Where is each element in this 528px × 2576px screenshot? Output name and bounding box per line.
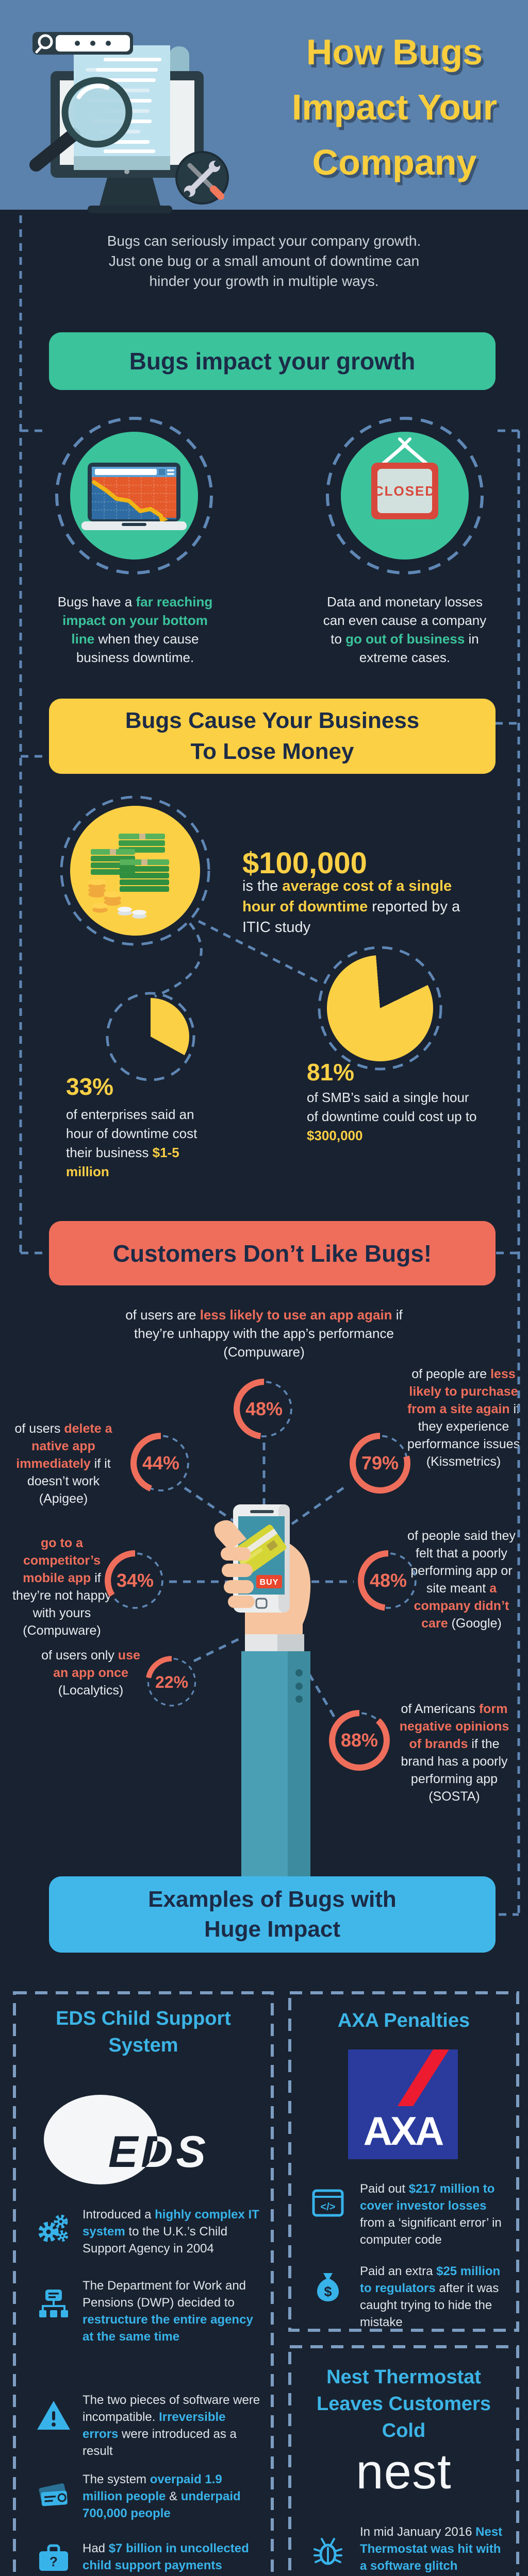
axa-logo: AXA [348, 2049, 458, 2159]
growth-card-text-out-of-business: Data and monetary losses can even cause … [323, 594, 487, 665]
cheques-icon [39, 2483, 68, 2506]
svg-text:</>: </> [321, 2201, 336, 2213]
intro-line: hinder your growth in multiple ways. [149, 273, 379, 289]
stat-ring-delete-app: 44% [127, 1430, 194, 1497]
svg-text:AXA: AXA [364, 2108, 443, 2154]
stat-ring-use-again: 48% [230, 1376, 298, 1443]
banner-text-line: Huge Impact [204, 1917, 341, 1942]
page-title-line: How Bugs [306, 32, 483, 72]
downtime-cost-amount: $100,000 [242, 846, 367, 880]
tools-badge-icon [175, 151, 229, 205]
page-title: How Bugs Impact Your Company [268, 25, 521, 190]
banner-examples-huge-impact: Examples of Bugs with Huge Impact [49, 1876, 496, 1953]
gears-icon [38, 2214, 68, 2242]
eds-item-dwp-restructure: The Department for Work and Pensions (DW… [82, 2279, 253, 2344]
eds-title-line: EDS Child Support [56, 2008, 231, 2029]
stat-percent: 88% [340, 1730, 378, 1751]
intro-line: Bugs can seriously impact your company g… [107, 233, 421, 249]
stat-percent: 48% [245, 1398, 283, 1419]
svg-text:EDS: EDS [108, 2127, 209, 2177]
svg-text:$: $ [324, 2284, 332, 2299]
briefcase-question-icon: ? [39, 2544, 68, 2571]
nest-item-software-glitch: In mid January 2016 Nest Thermostat was … [360, 2525, 503, 2573]
pie-33-text: of enterprises said an hour of downtime … [66, 1107, 197, 1179]
stat-ring-company-didnt-care: 48% [355, 1547, 422, 1614]
hero-header: How Bugs Impact Your Company [0, 0, 528, 213]
pie-chart-81-percent [327, 955, 433, 1061]
banner-lose-money: Bugs Cause Your Business To Lose Money [49, 699, 496, 774]
bug-icon [314, 2538, 342, 2565]
banner-text: Customers Don’t Like Bugs! [112, 1240, 432, 1267]
eds-item-uncollected-payments: Had $7 billion in uncollected child supp… [82, 2541, 249, 2572]
banner-bugs-impact-growth: Bugs impact your growth [49, 332, 496, 390]
stat-text-negative-opinions: of Americans form negative opinions of b… [399, 1702, 509, 1804]
stat-ring-use-once: 22% [143, 1653, 201, 1711]
stat-ring-purchase-again: 79% [346, 1430, 414, 1497]
eds-box-title: EDS Child Support System [25, 2005, 262, 2059]
money-bag-icon: $ [317, 2273, 339, 2301]
nest-title-line: Leaves Customers [317, 2393, 491, 2415]
buy-button: BUY [256, 1575, 282, 1588]
magnifier-icon [29, 77, 133, 172]
eds-logo: EDS EDS [44, 2095, 209, 2184]
stat-percent: 22% [155, 1672, 189, 1691]
closed-sign-text: CLOSED [374, 483, 436, 499]
eds-item-irreversible-errors: The two pieces of software were incompat… [82, 2393, 260, 2458]
monitor-magnifier-illustration [29, 32, 229, 213]
downtime-cost-text: is the average cost of a single hour of … [242, 878, 460, 936]
page-title-line: Impact Your [291, 87, 498, 127]
banner-text-line: Examples of Bugs with [148, 1887, 397, 1912]
eds-item-overpaid-underpaid: The system overpaid 1.9 million people &… [82, 2472, 241, 2520]
nest-logo: nest [356, 2444, 452, 2499]
stat-percent: 48% [369, 1570, 407, 1591]
stat-text-competitor-app: go to a competitor’s mobile app if they’… [12, 1536, 111, 1638]
stat-text-delete-app: of users delete a native app immediately… [14, 1421, 112, 1506]
hand-holding-phone-illustration: BUY [214, 1504, 311, 1883]
stat-percent: 44% [142, 1452, 180, 1473]
stat-text-use-once: of users only use an app once (Localytic… [41, 1648, 140, 1698]
org-chart-icon [39, 2290, 68, 2317]
svg-text:BUY: BUY [260, 1578, 279, 1587]
axa-box-title: AXA Penalties [300, 2007, 507, 2034]
pie-81-label: 81% [307, 1059, 355, 1086]
laptop-declining-chart-icon [55, 417, 213, 574]
axa-item-investor-losses: Paid out $217 million to cover investor … [360, 2182, 502, 2247]
nest-title-line: Cold [382, 2420, 426, 2442]
banner-text-line: To Lose Money [190, 739, 354, 764]
banner-text: Bugs impact your growth [129, 348, 416, 375]
warning-icon [37, 2401, 70, 2430]
stat-percent: 79% [361, 1452, 399, 1473]
eds-item-complex-it-system: Introduced a highly complex IT system to… [82, 2208, 259, 2256]
page-title-line: Company [312, 142, 477, 182]
svg-text:?: ? [50, 2554, 58, 2569]
nest-box-title: Nest Thermostat Leaves Customers Cold [300, 2364, 507, 2444]
pie-chart-33-percent [112, 998, 189, 1075]
banner-text-line: Bugs Cause Your Business [125, 708, 420, 733]
pie-81-text: of SMB’s said a single hour of downtime … [307, 1090, 477, 1143]
stat-ring-negative-opinions: 88% [326, 1707, 393, 1774]
stat-ring-competitor-app: 34% [102, 1547, 169, 1614]
nest-title-line: Nest Thermostat [326, 2366, 481, 2388]
growth-card-text-bottom-line: Bugs have a far reaching impact on your … [57, 594, 213, 665]
money-pile-icon [60, 795, 210, 946]
axa-item-regulator-fine: Paid an extra $25 million to regulators … [360, 2264, 501, 2329]
stat-text-use-again: of users are less likely to use an app a… [125, 1307, 403, 1360]
banner-customers-dont-like-bugs: Customers Don’t Like Bugs! [49, 1221, 496, 1285]
stat-text-company-didnt-care: of people said they felt that a poorly p… [407, 1529, 516, 1631]
closed-sign-icon: CLOSED [326, 417, 484, 574]
eds-title-line: System [108, 2035, 178, 2056]
pie-33-label: 33% [66, 1073, 114, 1100]
axa-title-line: AXA Penalties [337, 2010, 470, 2031]
search-bar-icon [32, 32, 133, 55]
intro-text: Bugs can seriously impact your company g… [84, 231, 444, 291]
stat-percent: 34% [116, 1570, 154, 1591]
code-window-icon: </> [312, 2189, 344, 2217]
intro-line: Just one bug or a small amount of downti… [108, 253, 420, 269]
